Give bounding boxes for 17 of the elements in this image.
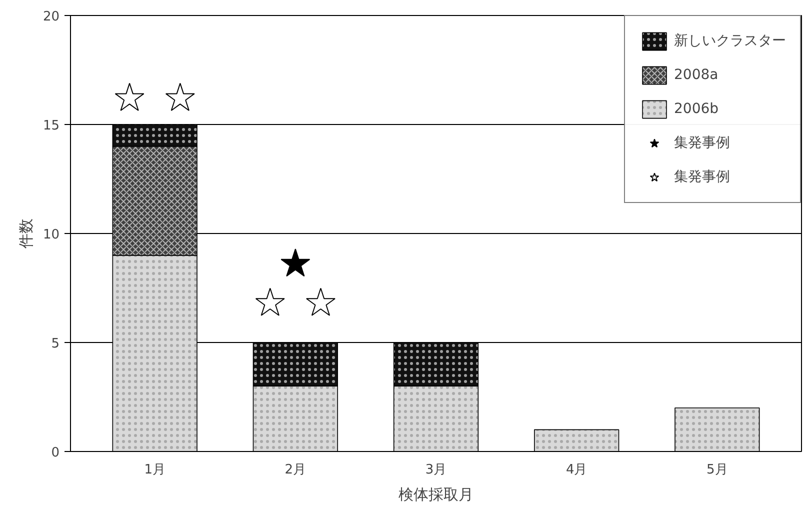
x-tick-label: 3月 (425, 462, 447, 478)
y-tick-label: 15 (42, 118, 60, 134)
legend-label: 集発事例 (674, 168, 730, 186)
legend-label: 集発事例 (674, 134, 730, 152)
legend-label: 新しいクラスター (674, 32, 786, 50)
x-tick-label: 5月 (706, 462, 728, 478)
y-axis-title: 件数 (16, 218, 35, 248)
x-tick-label: 1月 (144, 462, 166, 478)
x-axis-title: 検体採取月 (398, 486, 474, 504)
y-tick-label: 0 (51, 446, 60, 460)
y-tick-label: 5 (51, 336, 60, 352)
x-tick-label: 2月 (284, 462, 306, 478)
legend-label: 2008a (674, 67, 718, 83)
y-tick-label: 20 (42, 10, 60, 24)
y-tick-label: 10 (42, 228, 60, 242)
x-tick-label: 4月 (566, 462, 588, 478)
legend-label: 2006b (674, 101, 719, 117)
